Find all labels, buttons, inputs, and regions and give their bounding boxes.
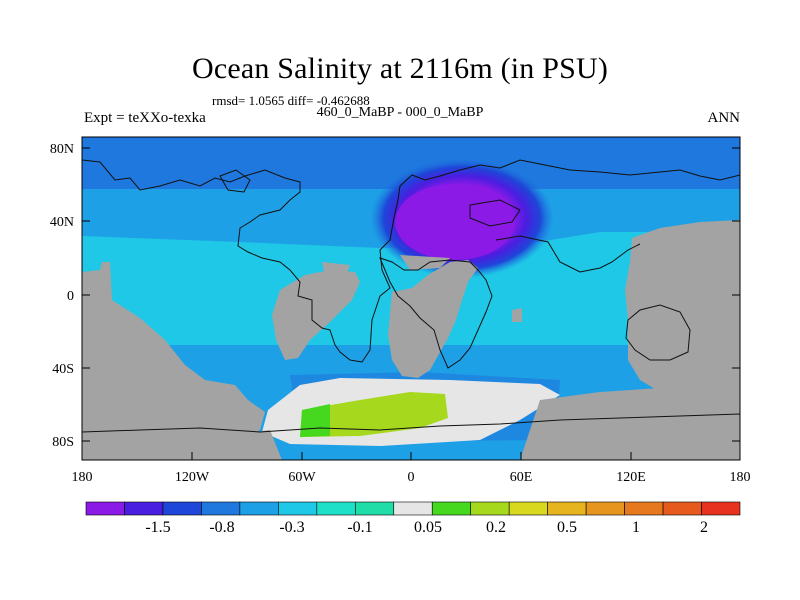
colorbar-label: -0.8 [209, 519, 234, 536]
lon-label: 180 [730, 470, 751, 485]
landmass-island [512, 308, 522, 322]
lon-label: 180 [72, 470, 93, 485]
colorbar-swatch [316, 501, 356, 516]
colorbar-swatch [624, 501, 664, 516]
map-plot-area [82, 137, 740, 460]
colorbar-swatch [124, 501, 164, 516]
landmass-south-america [272, 270, 360, 360]
colorbar-swatch [662, 501, 702, 516]
colorbar-swatch [547, 501, 587, 516]
lon-label: 120W [175, 470, 210, 485]
colorbar-swatch [701, 501, 741, 516]
landmass-africa [388, 260, 478, 378]
lon-label: 120E [616, 470, 646, 485]
colorbar-swatch [85, 501, 125, 516]
colorbar-swatch [393, 501, 433, 516]
landmass-small-island [680, 360, 690, 372]
experiment-label: Expt = teXXo-texka [84, 110, 206, 126]
longitude-labels: 180 120W 60W 0 60E 120E 180 [72, 470, 751, 485]
colorbar-swatch [508, 501, 548, 516]
coastline-africa [379, 257, 493, 369]
colorbar-swatch [470, 501, 510, 516]
coastline-australia [625, 304, 691, 361]
landmass-antarctica-east [520, 388, 740, 460]
colorbar-swatch [585, 501, 625, 516]
landmass-north-africa [400, 255, 450, 270]
landmass-central-america [322, 262, 350, 278]
lat-label: 80N [50, 142, 74, 157]
colorbar-label: 2 [700, 519, 708, 536]
colorbar-label: 0.05 [414, 519, 442, 536]
colorbar-label: -0.1 [347, 519, 372, 536]
colorbar-swatch [354, 501, 395, 516]
lon-label: 60W [288, 470, 316, 485]
colorbar-swatch [239, 501, 279, 516]
colorbar-swatch [278, 501, 318, 516]
coastline-inland-sea [469, 199, 521, 227]
colorbar-label: 0.2 [486, 519, 506, 536]
coastline-greenland [219, 169, 251, 193]
colorbar-labels: -1.5 -0.8 -0.3 -0.1 0.05 0.2 0.5 1 2 [145, 519, 708, 536]
lat-label: 80S [52, 435, 74, 450]
lat-label: 40N [50, 215, 74, 230]
axis-ticks [81, 147, 741, 460]
season-label: ANN [707, 110, 741, 126]
latitude-labels: 80N 40N 0 40S 80S [50, 142, 74, 450]
colorbar [85, 501, 741, 516]
lon-label: 0 [408, 470, 415, 485]
colorbar-swatch [162, 501, 202, 516]
colorbar-label: -1.5 [145, 519, 170, 536]
landmass-antarctica-west [82, 430, 282, 460]
comparison-label: 460_0_MaBP - 000_0_MaBP [316, 105, 484, 120]
colorbar-label: 0.5 [557, 519, 577, 536]
positive-anomaly-patch [300, 392, 448, 437]
salinity-anomaly-core [395, 184, 515, 260]
lat-label: 0 [67, 289, 74, 304]
colorbar-swatch [201, 501, 241, 516]
land-masses [82, 220, 740, 460]
lon-label: 60E [510, 470, 533, 485]
coastline-asia [495, 235, 641, 273]
landmass-west [82, 262, 265, 455]
colorbar-label: 1 [632, 519, 640, 536]
map-title: Ocean Salinity at 2116m (in PSU) [191, 52, 609, 85]
lat-label: 40S [52, 362, 74, 377]
statistics-text: rmsd= 1.0565 diff= -0.462688 [212, 93, 370, 108]
coastlines [82, 159, 740, 433]
colorbar-swatch [431, 501, 472, 516]
colorbar-label: -0.3 [279, 519, 304, 536]
coastline-antarctica [82, 413, 740, 433]
